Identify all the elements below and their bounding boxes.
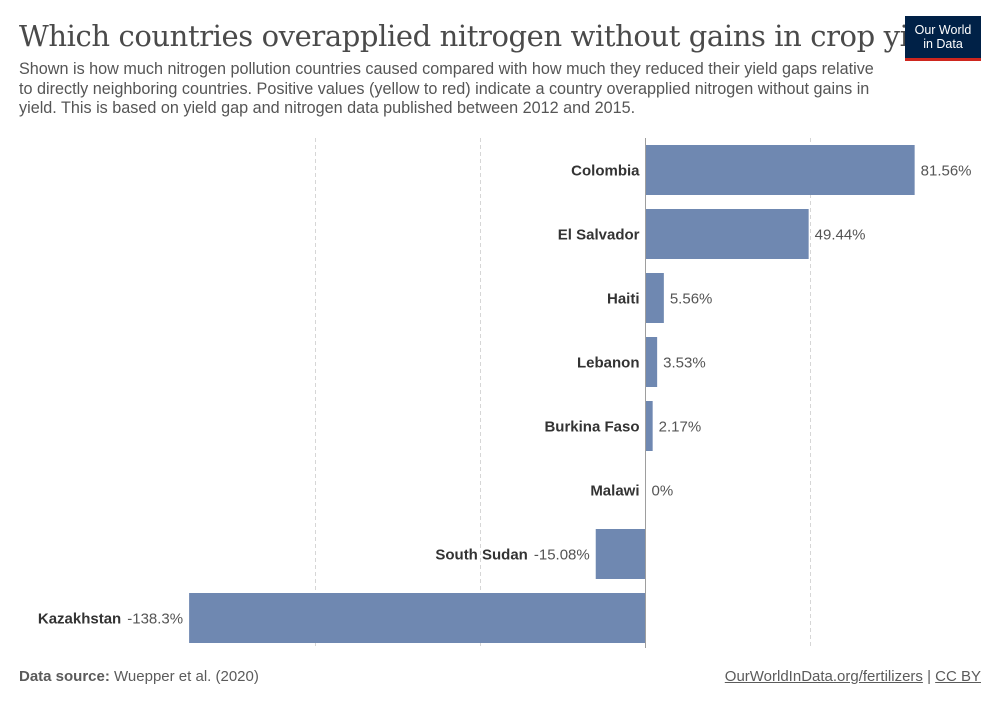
bar[interactable] [645,273,664,323]
license-link[interactable]: CC BY [935,668,981,685]
category-label: South Sudan [435,547,528,564]
category-label: Malawi [590,483,639,500]
value-label: 2.17% [659,419,702,436]
fertilizers-link[interactable]: OurWorldInData.org/fertilizers [724,668,923,685]
category-label: Haiti [607,291,640,308]
category-label: Colombia [571,163,640,180]
category-label: Lebanon [577,355,640,372]
category-label: Kazakhstan [38,611,121,628]
chart-title: Which countries overapplied nitrogen wit… [19,19,982,53]
value-label: 0% [652,483,674,500]
bar[interactable] [645,401,653,451]
value-label: -15.08% [534,547,590,564]
bars [189,145,915,643]
data-source-label: Data source: [19,668,110,685]
logo-line-1: Our World [914,23,972,37]
footer-separator: | [927,668,931,685]
value-label: 3.53% [663,355,706,372]
bar[interactable] [645,337,658,387]
category-label: Burkina Faso [544,419,639,436]
labels: 81.56% Colombia 49.44% El Salvador 5.56% Hait… [38,163,972,628]
data-source-text: Wuepper et al. (2020) [114,668,259,685]
bar[interactable] [645,209,809,259]
category-label: El Salvador [558,227,640,244]
gridlines [315,138,811,648]
data-source: Data source: Wuepper et al. (2020) [19,668,259,685]
logo-line-2: in Data [923,37,963,51]
owid-logo[interactable]: Our World in Data [905,16,981,61]
value-label: 49.44% [815,227,866,244]
value-label: -138.3% [127,611,183,628]
value-label: 5.56% [670,291,713,308]
chart-subtitle: Shown is how much nitrogen pollution cou… [19,60,874,117]
value-label: 81.56% [921,163,972,180]
bar[interactable] [595,529,646,579]
bar[interactable] [189,593,646,643]
bar[interactable] [645,145,915,195]
footer-links: OurWorldInData.org/fertilizers | CC BY [725,668,981,685]
